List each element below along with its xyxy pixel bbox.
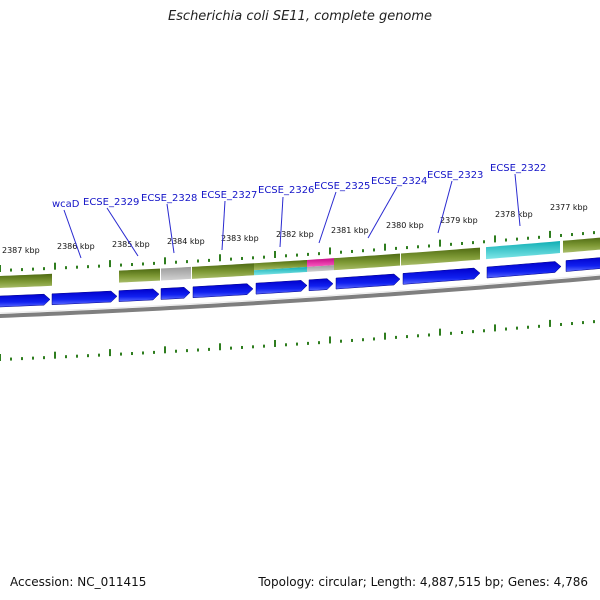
feature-block bbox=[254, 266, 307, 276]
scale-label: 2379 kbp bbox=[440, 216, 478, 225]
gene-arrow bbox=[402, 267, 481, 285]
genome-backbone-highlight bbox=[0, 274, 600, 314]
leader-line bbox=[63, 209, 82, 259]
gene-arrow bbox=[486, 261, 562, 279]
gene-label-ecse-2327[interactable]: ECSE_2327 bbox=[201, 190, 257, 201]
gene-arrow bbox=[255, 280, 308, 295]
feature-block bbox=[119, 268, 160, 283]
scale-label: 2381 kbp bbox=[331, 226, 369, 235]
gene-arrow bbox=[335, 273, 401, 290]
feature-block bbox=[192, 263, 254, 279]
genome-summary: Topology: circular; Length: 4,887,515 bp… bbox=[258, 575, 588, 589]
gene-label-ecse-2328[interactable]: ECSE_2328 bbox=[141, 193, 197, 204]
map-title: Escherichia coli SE11, complete genome bbox=[167, 9, 433, 24]
feature-block bbox=[254, 259, 307, 271]
gene-track bbox=[0, 257, 600, 308]
feature-block bbox=[563, 237, 600, 253]
leader-line bbox=[318, 191, 337, 244]
gene-arrow bbox=[160, 287, 191, 300]
scale-label: 2377 kbp bbox=[550, 203, 588, 212]
gene-arrow bbox=[308, 278, 334, 292]
gene-label-ecse-2325[interactable]: ECSE_2325 bbox=[314, 181, 370, 192]
gene-label-ecse-2326[interactable]: ECSE_2326 bbox=[258, 185, 314, 196]
feature-block bbox=[161, 266, 191, 281]
leader-line bbox=[514, 173, 521, 227]
gene-labels: wcaD ECSE_2329 ECSE_2328 ECSE_2327 ECSE_… bbox=[52, 163, 546, 210]
leader-line bbox=[279, 196, 284, 248]
gene-arrow bbox=[51, 290, 118, 306]
leader-line bbox=[437, 180, 453, 234]
accession-label: Accession: NC_011415 bbox=[10, 575, 147, 589]
scale-label: 2387 kbp bbox=[2, 246, 40, 255]
gene-label-wcad[interactable]: wcaD bbox=[52, 199, 80, 210]
scale-label: 2384 kbp bbox=[167, 237, 205, 246]
feature-block bbox=[486, 241, 560, 260]
scale-label: 2380 kbp bbox=[386, 221, 424, 230]
leader-line bbox=[106, 207, 139, 257]
gene-label-ecse-2329[interactable]: ECSE_2329 bbox=[83, 197, 139, 208]
leader-line bbox=[166, 203, 175, 254]
scale-labels: 2387 kbp 2386 kbp 2385 kbp 2384 kbp 2383… bbox=[2, 203, 588, 255]
gene-arrow bbox=[118, 288, 160, 302]
feature-block bbox=[334, 253, 400, 271]
feature-track bbox=[0, 237, 600, 288]
leader-line bbox=[221, 200, 226, 251]
gene-arrow bbox=[192, 283, 254, 299]
gene-label-ecse-2324[interactable]: ECSE_2324 bbox=[371, 176, 427, 187]
gene-arrow bbox=[0, 293, 51, 308]
feature-block bbox=[401, 247, 480, 266]
scale-label: 2383 kbp bbox=[221, 234, 259, 243]
genome-backbone bbox=[0, 275, 600, 319]
outer-tick-marks bbox=[0, 230, 595, 272]
gene-label-leaders bbox=[63, 173, 521, 259]
leader-line bbox=[367, 186, 398, 239]
gene-label-ecse-2322[interactable]: ECSE_2322 bbox=[490, 163, 546, 174]
feature-block bbox=[0, 273, 52, 288]
scale-label: 2386 kbp bbox=[57, 242, 95, 251]
gene-arrow bbox=[565, 257, 600, 272]
scale-label: 2382 kbp bbox=[276, 230, 314, 239]
feature-block bbox=[307, 265, 334, 272]
feature-block bbox=[307, 258, 334, 267]
inner-tick-marks bbox=[0, 319, 595, 361]
gene-label-ecse-2323[interactable]: ECSE_2323 bbox=[427, 170, 483, 181]
scale-label: 2378 kbp bbox=[495, 210, 533, 219]
